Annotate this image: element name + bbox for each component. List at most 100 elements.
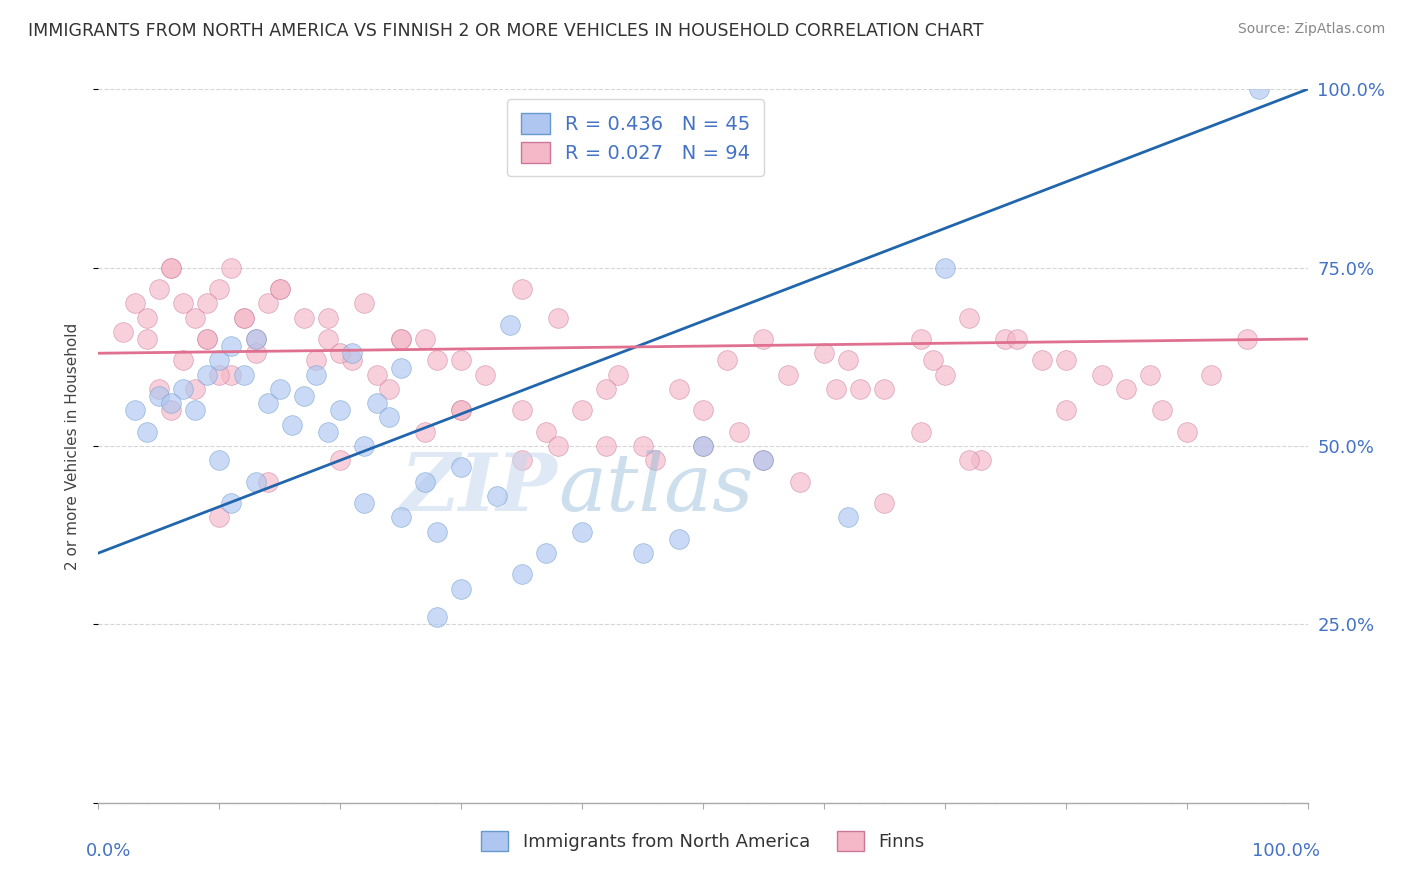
Point — [426, 353, 449, 368]
Point — [474, 368, 496, 382]
Point — [232, 310, 254, 325]
Text: 0.0%: 0.0% — [86, 842, 132, 860]
Point — [305, 368, 328, 382]
Point — [921, 353, 943, 368]
Point — [1054, 353, 1077, 368]
Point — [413, 425, 436, 439]
Point — [342, 353, 364, 368]
Point — [486, 489, 509, 503]
Point — [172, 296, 194, 310]
Point — [957, 310, 980, 325]
Point — [1139, 368, 1161, 382]
Point — [595, 439, 617, 453]
Point — [450, 403, 472, 417]
Point — [366, 396, 388, 410]
Point — [957, 453, 980, 467]
Point — [208, 282, 231, 296]
Point — [934, 260, 956, 275]
Point — [195, 332, 218, 346]
Point — [837, 510, 859, 524]
Point — [245, 475, 267, 489]
Point — [728, 425, 751, 439]
Point — [1249, 82, 1271, 96]
Point — [232, 368, 254, 382]
Point — [329, 403, 352, 417]
Point — [184, 403, 207, 417]
Point — [292, 389, 315, 403]
Point — [148, 282, 170, 296]
Text: IMMIGRANTS FROM NORTH AMERICA VS FINNISH 2 OR MORE VEHICLES IN HOUSEHOLD CORRELA: IMMIGRANTS FROM NORTH AMERICA VS FINNISH… — [28, 22, 984, 40]
Point — [571, 524, 593, 539]
Point — [172, 353, 194, 368]
Point — [148, 382, 170, 396]
Point — [389, 332, 412, 346]
Point — [208, 453, 231, 467]
Point — [970, 453, 993, 467]
Point — [316, 332, 339, 346]
Point — [510, 403, 533, 417]
Point — [789, 475, 811, 489]
Point — [1152, 403, 1174, 417]
Point — [269, 282, 291, 296]
Point — [111, 325, 134, 339]
Point — [389, 332, 412, 346]
Point — [342, 346, 364, 360]
Point — [329, 346, 352, 360]
Point — [534, 546, 557, 560]
Point — [208, 510, 231, 524]
Point — [195, 368, 218, 382]
Point — [269, 282, 291, 296]
Point — [547, 310, 569, 325]
Point — [221, 260, 243, 275]
Point — [124, 403, 146, 417]
Point — [498, 318, 520, 332]
Point — [135, 332, 157, 346]
Point — [329, 453, 352, 467]
Point — [1199, 368, 1222, 382]
Point — [752, 453, 775, 467]
Point — [221, 339, 243, 353]
Point — [160, 260, 183, 275]
Point — [692, 439, 714, 453]
Point — [1054, 403, 1077, 417]
Point — [595, 382, 617, 396]
Point — [450, 403, 472, 417]
Point — [160, 260, 183, 275]
Point — [135, 425, 157, 439]
Point — [450, 582, 472, 596]
Point — [160, 396, 183, 410]
Point — [269, 382, 291, 396]
Point — [426, 610, 449, 624]
Point — [316, 310, 339, 325]
Point — [607, 368, 630, 382]
Point — [1115, 382, 1137, 396]
Point — [135, 310, 157, 325]
Point — [353, 439, 375, 453]
Point — [366, 368, 388, 382]
Point — [292, 310, 315, 325]
Point — [160, 403, 183, 417]
Point — [1031, 353, 1053, 368]
Point — [124, 296, 146, 310]
Point — [184, 310, 207, 325]
Point — [825, 382, 848, 396]
Point — [281, 417, 304, 432]
Text: atlas: atlas — [558, 450, 754, 527]
Point — [353, 296, 375, 310]
Y-axis label: 2 or more Vehicles in Household: 2 or more Vehicles in Household — [65, 322, 80, 570]
Text: ZIP: ZIP — [401, 450, 558, 527]
Point — [195, 332, 218, 346]
Point — [910, 425, 932, 439]
Point — [232, 310, 254, 325]
Point — [184, 382, 207, 396]
Point — [450, 353, 472, 368]
Point — [692, 403, 714, 417]
Point — [389, 360, 412, 375]
Point — [208, 353, 231, 368]
Point — [994, 332, 1017, 346]
Point — [934, 368, 956, 382]
Point — [776, 368, 799, 382]
Point — [837, 353, 859, 368]
Point — [195, 296, 218, 310]
Point — [1236, 332, 1258, 346]
